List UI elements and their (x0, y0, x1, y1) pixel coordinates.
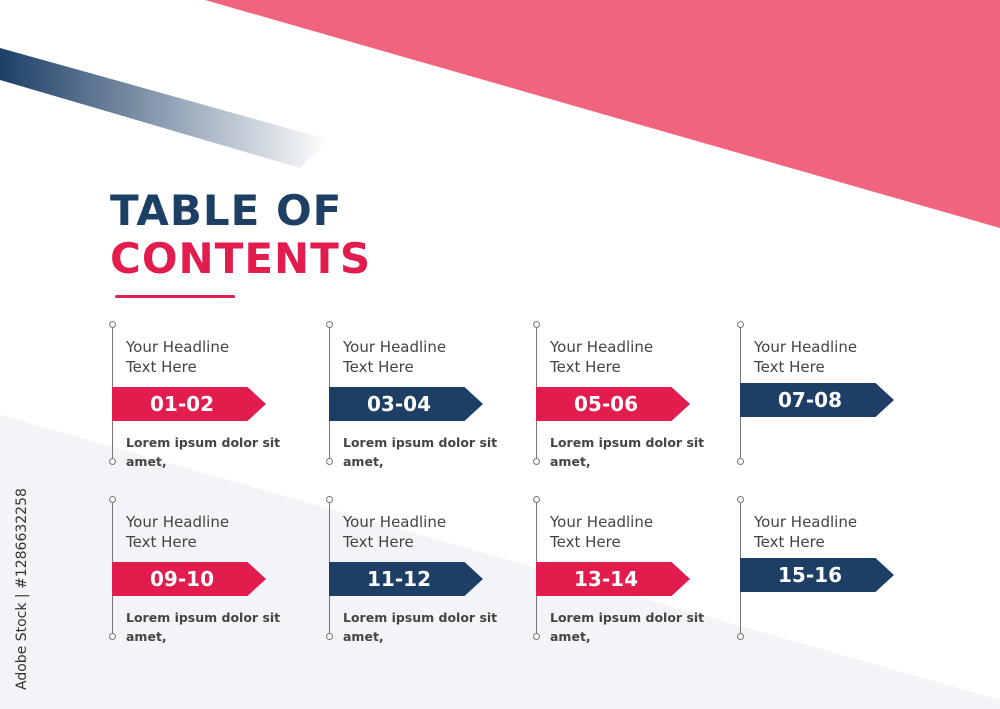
connector-dot (326, 321, 333, 328)
description-line: amet, (550, 629, 591, 644)
description: Lorem ipsum dolor sit amet, (126, 433, 280, 471)
connector-dot (737, 458, 744, 465)
description: Lorem ipsum dolor sit amet, (343, 433, 497, 471)
description-line: amet, (126, 629, 167, 644)
description-line: Lorem ipsum dolor sit (343, 435, 498, 450)
navy-stripe (0, 48, 330, 168)
toc-item: Your Headline Text Here 05-06 Lorem ipsum d… (533, 321, 726, 469)
headline-line: Text Here (126, 358, 197, 376)
page-range-tag: 05-06 (536, 387, 690, 421)
headline-line: Text Here (754, 533, 825, 551)
headline-line: Text Here (343, 358, 414, 376)
headline: Your Headline Text Here (343, 337, 446, 377)
headline-line: Text Here (343, 533, 414, 551)
description-line: Lorem ipsum dolor sit (550, 435, 705, 450)
title-underline (115, 295, 235, 298)
description-line: Lorem ipsum dolor sit (126, 435, 281, 450)
headline-line: Your Headline (343, 338, 447, 356)
toc-item: Your Headline Text Here 15-16 (737, 496, 930, 640)
description-line: amet, (343, 454, 384, 469)
toc-item: Your Headline Text Here 09-10 Lorem ipsum d… (109, 496, 302, 644)
connector-dot (109, 633, 116, 640)
pink-triangle (205, 0, 1000, 228)
headline: Your Headline Text Here (754, 337, 857, 377)
connector-dot (326, 633, 333, 640)
title-line: TABLE OF (110, 186, 343, 235)
connector-dot (109, 458, 116, 465)
connector-dot (737, 496, 744, 503)
description-line: Lorem ipsum dolor sit (126, 610, 281, 625)
headline-line: Your Headline (550, 513, 654, 531)
connector-dot (326, 496, 333, 503)
connector-dot (737, 633, 744, 640)
headline: Your Headline Text Here (550, 337, 653, 377)
headline: Your Headline Text Here (550, 512, 653, 552)
headline-line: Text Here (126, 533, 197, 551)
headline-line: Your Headline (754, 338, 858, 356)
description: Lorem ipsum dolor sit amet, (550, 433, 704, 471)
headline-line: Your Headline (343, 513, 447, 531)
title-line: CONTENTS (110, 234, 372, 283)
headline-line: Text Here (754, 358, 825, 376)
connector-dot (737, 321, 744, 328)
description: Lorem ipsum dolor sit amet, (343, 608, 497, 646)
description-line: amet, (126, 454, 167, 469)
description-line: amet, (343, 629, 384, 644)
connector-dot (533, 458, 540, 465)
connector-dot (109, 496, 116, 503)
headline-line: Your Headline (550, 338, 654, 356)
page-range-tag: 13-14 (536, 562, 690, 596)
toc-item: Your Headline Text Here 13-14 Lorem ipsum d… (533, 496, 726, 644)
headline: Your Headline Text Here (126, 337, 229, 377)
page-range-tag: 07-08 (740, 383, 894, 417)
headline: Your Headline Text Here (754, 512, 857, 552)
connector-dot (326, 458, 333, 465)
headline-line: Your Headline (126, 513, 230, 531)
headline: Your Headline Text Here (343, 512, 446, 552)
connector-dot (533, 321, 540, 328)
connector-dot (109, 321, 116, 328)
page-range-tag: 03-04 (329, 387, 483, 421)
headline: Your Headline Text Here (126, 512, 229, 552)
headline-line: Your Headline (126, 338, 230, 356)
page-range-tag: 11-12 (329, 562, 483, 596)
page-range-tag: 01-02 (112, 387, 266, 421)
gray-band (0, 415, 1000, 709)
connector-dot (533, 496, 540, 503)
headline-line: Text Here (550, 533, 621, 551)
page-range-tag: 15-16 (740, 558, 894, 592)
toc-item: Your Headline Text Here 03-04 Lorem ipsum d… (326, 321, 519, 469)
watermark: Adobe Stock | #1286632258 (14, 488, 30, 690)
toc-item: Your Headline Text Here 01-02 Lorem ipsum d… (109, 321, 302, 469)
toc-item: Your Headline Text Here 07-08 (737, 321, 930, 465)
description-line: amet, (550, 454, 591, 469)
description-line: Lorem ipsum dolor sit (343, 610, 498, 625)
headline-line: Text Here (550, 358, 621, 376)
description: Lorem ipsum dolor sit amet, (550, 608, 704, 646)
page-range-tag: 09-10 (112, 562, 266, 596)
headline-line: Your Headline (754, 513, 858, 531)
description-line: Lorem ipsum dolor sit (550, 610, 705, 625)
toc-item: Your Headline Text Here 11-12 Lorem ipsum d… (326, 496, 519, 644)
connector-dot (533, 633, 540, 640)
description: Lorem ipsum dolor sit amet, (126, 608, 280, 646)
